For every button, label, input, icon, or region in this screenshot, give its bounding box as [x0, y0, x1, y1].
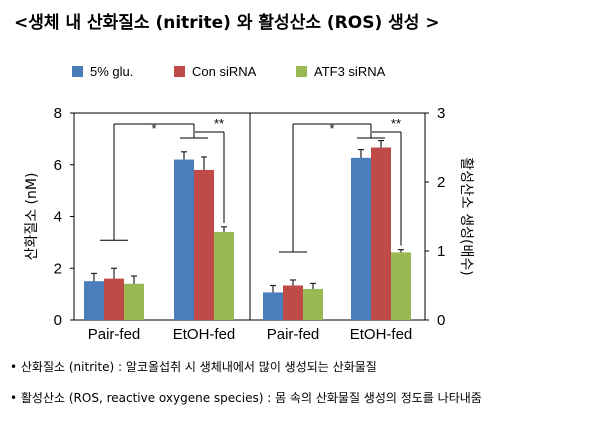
legend-label-atf3-sirna: ATF3 siRNA	[314, 64, 386, 79]
legend-label-con-sirna: Con siRNA	[192, 64, 257, 79]
y-tick-label: 0	[437, 312, 445, 329]
y-tick-label: 2	[54, 260, 62, 277]
x-category-label: Pair-fed	[88, 326, 141, 343]
x-category-label: EtOH-fed	[173, 326, 236, 343]
y-axis-label: 활성산소 생성(배수)	[458, 157, 474, 275]
bar	[104, 278, 124, 320]
bar	[283, 285, 303, 320]
legend-item-con-sirna: Con siRNA	[174, 64, 256, 79]
bar	[263, 292, 283, 320]
bar	[351, 157, 371, 320]
bar	[174, 159, 194, 320]
legend-swatch-con-sirna	[174, 66, 185, 77]
page-title: <생체 내 산화질소 (nitrite) 와 활성산소 (ROS) 생성 >	[14, 13, 440, 33]
bar	[194, 169, 214, 320]
legend-swatch-atf3-sirna	[296, 66, 307, 77]
significance-layer: * ** * **	[100, 116, 402, 253]
bar	[124, 283, 144, 320]
y-tick-label: 8	[54, 105, 62, 122]
legend-item-glu: 5% glu.	[72, 64, 133, 79]
y-tick-label: 3	[437, 105, 445, 122]
legend-label-glu: 5% glu.	[90, 64, 134, 79]
legend-item-atf3-sirna: ATF3 siRNA	[296, 64, 385, 79]
y-tick-label: 4	[54, 209, 62, 226]
y-axis-label: 산화질소 (nM)	[24, 173, 40, 261]
y-tick-label: 2	[437, 174, 445, 191]
bar	[391, 252, 411, 320]
bar	[84, 281, 104, 320]
note-nitrite: • 산화질소 (nitrite) : 알코올섭취 시 생체내에서 많이 생성되는…	[10, 360, 377, 374]
axes-layer: 0 2 4 6 8 산화질소 (nM) Pair-fed EtOH-fed 0 1 2 3 활성산소 생…	[24, 105, 474, 343]
sig-label: *	[151, 121, 156, 136]
note-ros: • 활성산소 (ROS, reactive oxygene species) :…	[10, 391, 482, 405]
bar	[214, 232, 234, 320]
y-tick-label: 1	[437, 243, 445, 260]
bar	[303, 288, 323, 320]
y-tick-label: 0	[54, 312, 62, 329]
sig-label: **	[391, 116, 401, 131]
legend-swatch-glu	[72, 66, 83, 77]
bar	[371, 147, 391, 320]
x-category-label: Pair-fed	[267, 326, 320, 343]
sig-label: *	[329, 121, 334, 136]
bars-layer	[84, 140, 411, 320]
y-tick-label: 6	[54, 157, 62, 174]
sig-label: **	[214, 116, 224, 131]
x-category-label: EtOH-fed	[350, 326, 413, 343]
